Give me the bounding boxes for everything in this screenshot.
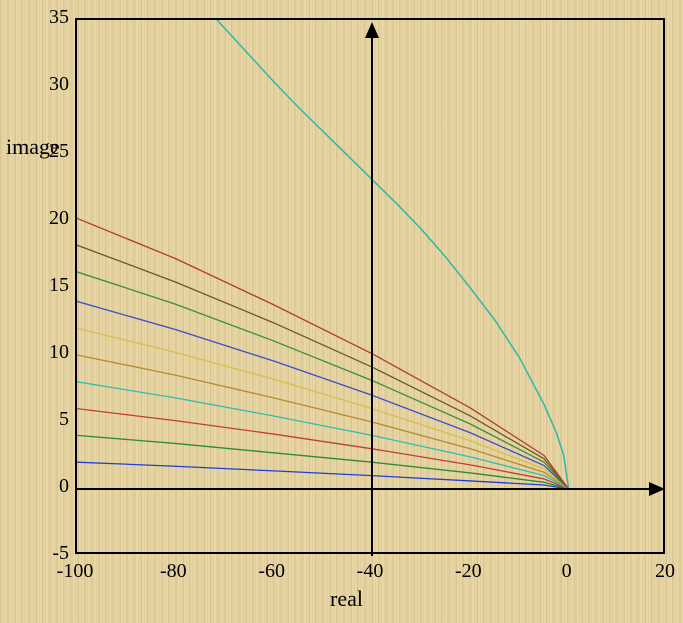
plot-frame — [75, 18, 665, 554]
x-tick-label: -60 — [258, 560, 285, 583]
y-tick-label: 15 — [19, 274, 69, 297]
y-tick-label: 30 — [19, 73, 69, 96]
x-tick-label: -40 — [357, 560, 384, 583]
x-tick-label: -80 — [160, 560, 187, 583]
x-axis-label: real — [330, 586, 363, 612]
y-tick-label: 20 — [19, 207, 69, 230]
x-tick-label: 20 — [655, 560, 675, 583]
y-tick-label: 35 — [19, 6, 69, 29]
figure-canvas: image real -505101520253035-100-80-60-40… — [0, 0, 683, 623]
x-tick-label: -20 — [455, 560, 482, 583]
y-tick-label: 10 — [19, 341, 69, 364]
y-tick-label: 0 — [19, 475, 69, 498]
x-tick-label: 0 — [562, 560, 572, 583]
y-tick-label: 25 — [19, 140, 69, 163]
y-tick-label: 5 — [19, 408, 69, 431]
x-tick-label: -100 — [57, 560, 94, 583]
x-axis-arrowhead — [649, 482, 665, 496]
y-axis-arrowhead — [365, 22, 379, 38]
axes-layer — [77, 20, 667, 556]
